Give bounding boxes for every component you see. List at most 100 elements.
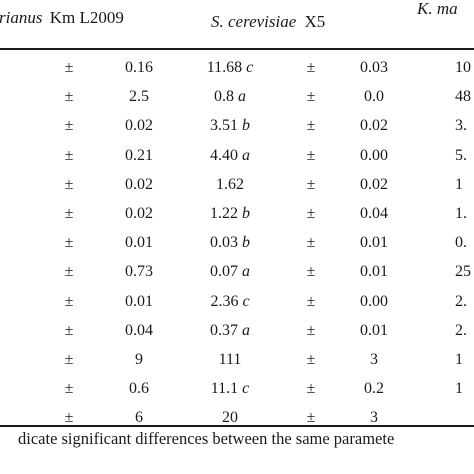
header-rule [0, 48, 474, 50]
mean-sc: 4.40 a [210, 147, 250, 165]
mean-kma: 5. [455, 146, 467, 164]
sd-km: 0.21 [125, 146, 153, 164]
sd-km: 0.02 [125, 205, 153, 222]
sd-sc: 0.01 [360, 234, 388, 252]
mean-sc-letter: c [242, 380, 250, 398]
mean-sc-letter: a [242, 321, 250, 339]
table-row: ±2.5 0.8 a ±0.0 48 [0, 82, 474, 111]
mean-sc-value: 0.37 [210, 321, 238, 339]
mean-kma: 10 [455, 59, 471, 76]
table-row: ±0.02 1.62 ±0.02 1 [0, 170, 474, 199]
pm-sign-sc: ± [306, 263, 316, 281]
table-row: ±6 20 ±3 [0, 403, 474, 432]
mean-sc: 2.36 c [210, 293, 249, 311]
pm-sign-sc: ± [306, 205, 316, 222]
pm-sign-sc: ± [306, 175, 316, 193]
sd-km: 6 [135, 409, 143, 427]
mean-kma: 1 [455, 351, 463, 368]
pm-sign-km: ± [64, 321, 74, 339]
pm-sign-km: ± [64, 205, 74, 222]
mean-sc-letter: a [242, 146, 250, 164]
pm-sign-sc: ± [306, 351, 316, 368]
mean-kma: 1 [455, 380, 463, 398]
mean-sc-letter: a [238, 88, 246, 106]
mean-sc-letter: c [246, 59, 254, 76]
table-row: ±0.16 11.68 c ±0.03 10 [0, 53, 474, 82]
mean-sc-value: 111 [218, 351, 242, 368]
column-header-km-species: rianus [0, 8, 43, 27]
footnote: dicate significant differences between t… [18, 429, 395, 448]
sd-sc: 0.01 [360, 263, 388, 281]
sd-sc: 0.0 [364, 88, 384, 106]
column-header-km: rianus Km L2009 [0, 8, 124, 28]
row-fragment: , [0, 236, 1, 254]
table-row: ±0.04 0.37 a ±0.01 2. [0, 316, 474, 345]
mean-sc: 11.68 c [207, 59, 254, 77]
mean-sc-value: 11.1 [210, 380, 239, 398]
pm-sign-km: ± [64, 59, 74, 76]
mean-sc: 0.03 b [210, 234, 250, 252]
pm-sign-km: ± [64, 234, 74, 252]
mean-kma: 0. [455, 234, 467, 252]
mean-sc-letter: a [242, 263, 250, 281]
pm-sign-km: ± [64, 146, 74, 164]
pm-sign-km: ± [64, 409, 74, 427]
sd-sc: 0.04 [360, 205, 388, 222]
sd-km: 0.73 [125, 263, 153, 281]
mean-sc-value: 0.8 [214, 88, 234, 106]
sd-km: 2.5 [129, 88, 149, 106]
sd-km: 0.02 [125, 117, 153, 135]
pm-sign-sc: ± [306, 380, 316, 398]
mean-sc: 20 [222, 409, 238, 427]
column-header-sc-species: S. cerevisiae [211, 12, 297, 31]
pm-sign-sc: ± [306, 59, 316, 76]
table-row: ±0.21 4.40 a ±0.00 5. [0, 141, 474, 170]
mean-sc-letter: b [242, 205, 250, 222]
table-row: ±0.01 2.36 c ±0.00 2. [0, 287, 474, 316]
mean-sc-value: 0.07 [210, 263, 238, 281]
table-row: ±9 111 ±3 1 [0, 345, 474, 374]
mean-sc-value: 1.22 [210, 205, 238, 222]
mean-sc-value: 11.68 [206, 59, 243, 76]
pm-sign-km: ± [64, 380, 74, 398]
mean-kma: 25 [455, 263, 471, 281]
mean-sc: 0.07 a [210, 263, 250, 281]
sd-sc: 0.01 [360, 321, 388, 339]
column-header-sc: S. cerevisiae X5 [211, 12, 325, 32]
sd-km: 0.01 [125, 234, 153, 252]
sd-sc: 0.00 [360, 292, 388, 310]
mean-sc: 1.62 [216, 176, 244, 194]
sd-sc: 0.2 [364, 380, 384, 398]
pm-sign-km: ± [64, 351, 74, 368]
mean-sc: 11.1 c [211, 380, 250, 398]
pm-sign-km: ± [64, 88, 74, 106]
sd-sc: 0.02 [360, 175, 388, 193]
table-row: ±0.02 3.51 b ±0.02 3. [0, 111, 474, 140]
mean-sc-letter: b [242, 234, 250, 252]
sd-km: 0.02 [125, 175, 153, 193]
mean-sc: 1.22 b [210, 205, 250, 223]
pm-sign-km: ± [64, 117, 74, 135]
mean-kma: 1 [455, 175, 463, 193]
mean-sc-letter: c [242, 292, 250, 310]
sd-sc: 0.03 [360, 59, 388, 76]
column-header-kma: K. ma [417, 0, 458, 19]
sd-km: 9 [135, 351, 143, 368]
table-row: ±0.6 11.1 c ±0.2 1 [0, 374, 474, 403]
mean-sc: 0.37 a [210, 322, 250, 340]
mean-kma: 48 [455, 88, 471, 106]
sd-sc: 0.02 [360, 117, 388, 135]
mean-sc-value: 2.36 [210, 292, 239, 310]
pm-sign-sc: ± [306, 117, 316, 135]
sd-sc: 3 [370, 409, 378, 427]
table-row: ±0.02 1.22 b ±0.04 1. [0, 199, 474, 228]
table-row: ±0.73 0.07 a ±0.01 25 [0, 257, 474, 286]
sd-km: 0.6 [129, 380, 149, 398]
mean-sc-value: 1.62 [216, 175, 244, 193]
mean-sc-value: 4.40 [210, 146, 238, 164]
column-header-sc-strain: X5 [304, 12, 326, 31]
mean-sc: 3.51 b [210, 117, 250, 135]
mean-kma: 3. [455, 117, 467, 135]
pm-sign-km: ± [64, 292, 74, 310]
pm-sign-sc: ± [306, 409, 316, 427]
